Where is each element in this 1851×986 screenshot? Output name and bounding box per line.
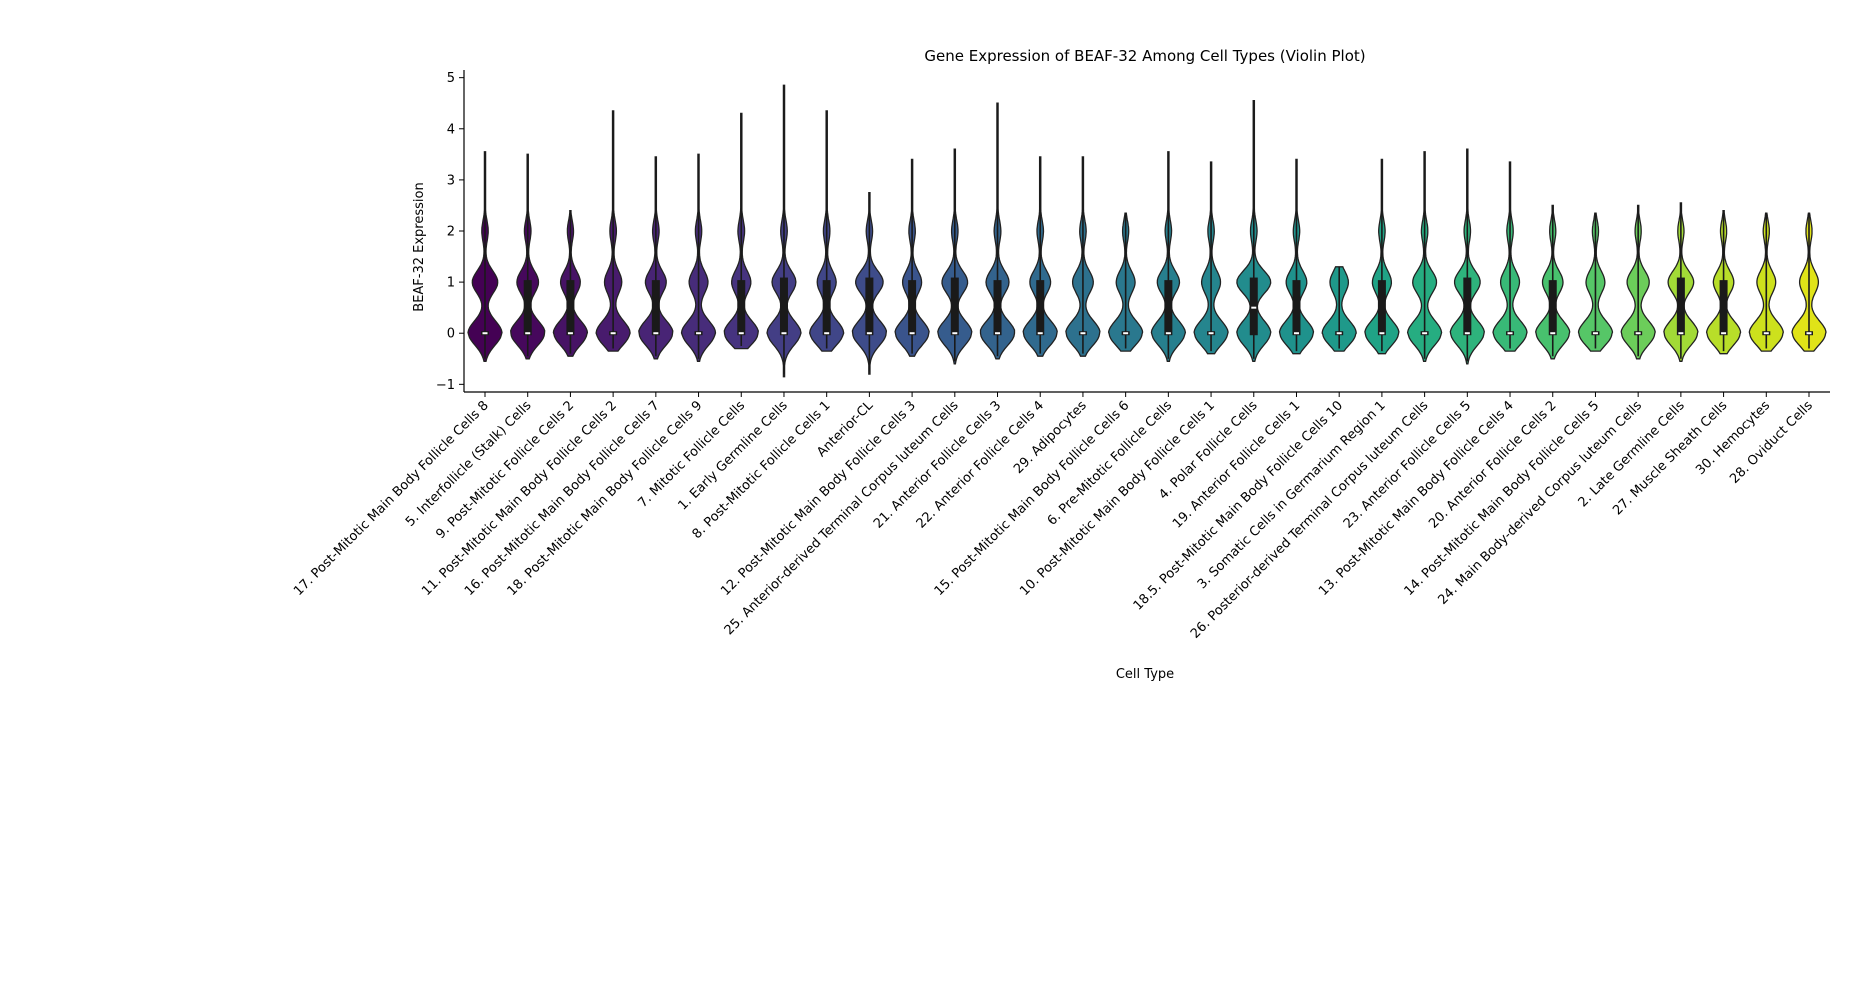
violin-median — [1678, 332, 1684, 335]
violin-iqr-box — [1463, 277, 1472, 336]
violin-median — [738, 332, 744, 335]
violin-median — [995, 332, 1001, 335]
violin-median — [1037, 332, 1043, 335]
violin-median — [1806, 332, 1812, 335]
violin-iqr-box — [1036, 280, 1045, 336]
violin-median — [824, 332, 830, 335]
y-tick-label: 1 — [447, 276, 455, 291]
violin-median — [952, 332, 958, 335]
violin-median — [610, 332, 616, 335]
y-tick-label: 5 — [447, 71, 455, 86]
y-tick-label: 4 — [447, 122, 455, 137]
violin-iqr-box — [865, 277, 874, 336]
violin-median — [482, 332, 488, 335]
violin-median — [1721, 332, 1727, 335]
x-tick-label: 30. Hemocytes — [1693, 398, 1773, 478]
violin-median — [696, 332, 702, 335]
x-tick-label: 18. Post-Mitotic Main Body Follicle Cell… — [505, 398, 706, 599]
x-tick-label: 28. Oviduct Cells — [1727, 398, 1816, 487]
chart-title: Gene Expression of BEAF-32 Among Cell Ty… — [924, 47, 1365, 65]
violin-iqr-box — [1249, 277, 1258, 336]
violin-median — [1592, 332, 1598, 335]
violin-iqr-box — [908, 280, 917, 336]
violin-iqr-box — [651, 280, 660, 336]
violin-median — [653, 332, 659, 335]
violin-iqr-box — [566, 280, 575, 336]
violin-iqr-box — [779, 277, 788, 336]
violin-iqr-box — [1719, 280, 1728, 336]
y-axis-label: BEAF-32 Expression — [412, 182, 427, 311]
violin-iqr-box — [993, 280, 1002, 336]
x-tick-label: 24. Main Body-derived Corpus luteum Cell… — [1435, 398, 1645, 608]
violin-median — [1635, 332, 1641, 335]
violin-median — [525, 332, 531, 335]
violin-iqr-box — [737, 280, 746, 336]
x-tick-label: 11. Post-Mitotic Main Body Follicle Cell… — [419, 398, 620, 599]
violin-median — [1336, 332, 1342, 335]
violin-iqr-box — [1548, 280, 1557, 336]
violin-median — [1123, 332, 1129, 335]
violin-iqr-box — [1377, 280, 1386, 336]
violins-layer — [467, 84, 1827, 378]
violin-iqr-box — [1164, 280, 1173, 336]
violin-iqr-box — [822, 280, 831, 336]
violin-median — [909, 332, 915, 335]
violin-median — [1422, 332, 1428, 335]
violin-median — [567, 332, 573, 335]
y-tick-label: 0 — [447, 327, 455, 342]
x-tick-label: 29. Adipocytes — [1011, 398, 1090, 477]
violin-iqr-box — [1292, 280, 1301, 336]
x-tick-label: 17. Post-Mitotic Main Body Follicle Cell… — [291, 398, 492, 599]
x-tick-label: 10. Post-Mitotic Main Body Follicle Cell… — [1017, 398, 1218, 599]
violin-median — [1464, 332, 1470, 335]
category-labels: 17. Post-Mitotic Main Body Follicle Cell… — [291, 392, 1816, 642]
x-tick-label: 13. Post-Mitotic Main Body Follicle Cell… — [1316, 398, 1517, 599]
y-tick-label: 3 — [447, 173, 455, 188]
violin-median — [866, 332, 872, 335]
x-tick-label: 15. Post-Mitotic Main Body Follicle Cell… — [932, 398, 1133, 599]
violin-median — [781, 332, 787, 335]
x-tick-label: 12. Post-Mitotic Main Body Follicle Cell… — [718, 398, 919, 599]
violin-median — [1763, 332, 1769, 335]
violin-median — [1165, 332, 1171, 335]
violin-median — [1507, 332, 1513, 335]
x-axis-label: Cell Type — [1116, 667, 1174, 682]
y-tick-label: 2 — [447, 225, 455, 240]
violin-median — [1251, 306, 1257, 309]
violin-iqr-box — [523, 280, 532, 336]
violin-median — [1080, 332, 1086, 335]
violin-median — [1550, 332, 1556, 335]
violin-median — [1379, 332, 1385, 335]
y-tick-label: −1 — [436, 378, 455, 393]
violin-median — [1293, 332, 1299, 335]
x-tick-label: 16. Post-Mitotic Main Body Follicle Cell… — [462, 398, 663, 599]
violin-iqr-box — [1676, 277, 1685, 336]
axes-layer: −1 0 1 2 3 4 5 — [436, 70, 1830, 393]
violin-median — [1208, 332, 1214, 335]
x-tick-label: 14. Post-Mitotic Main Body Follicle Cell… — [1402, 398, 1603, 599]
violin-iqr-box — [950, 277, 959, 336]
